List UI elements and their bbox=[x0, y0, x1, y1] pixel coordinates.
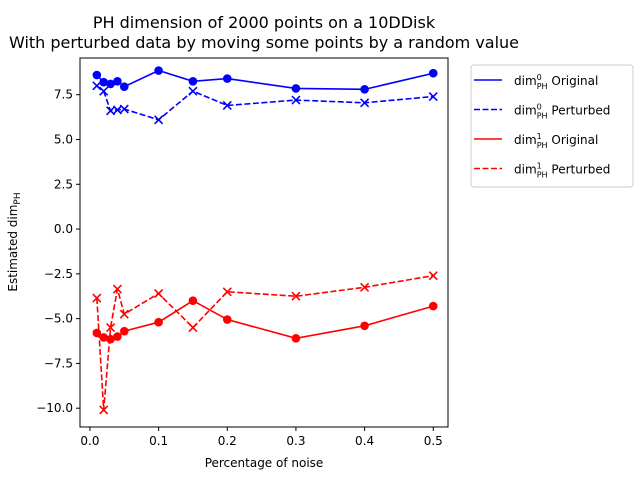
x-axis-ticks: 0.0 0.1 0.2 0.3 0.4 0.5 bbox=[80, 427, 443, 448]
x-axis-label: Percentage of noise bbox=[205, 456, 324, 470]
marker-stroke bbox=[222, 100, 232, 111]
x-tick-label: 0.5 bbox=[424, 434, 443, 448]
series-point-3 bbox=[428, 271, 438, 281]
legend-label-0: dim0 PH Original bbox=[514, 73, 598, 91]
series-point-2 bbox=[188, 296, 198, 306]
plot-frame bbox=[79, 57, 449, 428]
x-tick-label: 0.3 bbox=[286, 434, 305, 448]
legend-label-2: dim1 PH Original bbox=[514, 132, 598, 150]
series-point-2 bbox=[222, 315, 232, 324]
marker-stroke bbox=[360, 98, 370, 108]
series-point-1 bbox=[291, 95, 301, 105]
series-point-2 bbox=[291, 334, 301, 343]
y-axis-label-main: Estimated dim bbox=[6, 205, 20, 292]
marker-stroke bbox=[112, 105, 122, 115]
marker-stroke bbox=[291, 291, 301, 301]
marker-stroke bbox=[92, 81, 102, 91]
marker-stroke bbox=[99, 86, 109, 96]
marker-stroke bbox=[188, 323, 198, 333]
series-point-3 bbox=[291, 291, 301, 301]
y-tick-label: 5.0 bbox=[54, 133, 73, 147]
series-point-2 bbox=[99, 333, 108, 342]
series-point-2 bbox=[428, 301, 438, 311]
series-point-3 bbox=[222, 287, 232, 297]
series-point-2 bbox=[106, 334, 115, 344]
series-point-1 bbox=[188, 86, 198, 96]
y-tick-label: −10.0 bbox=[36, 401, 73, 415]
series-point-0 bbox=[428, 68, 438, 78]
series-point-0 bbox=[119, 82, 129, 91]
marker-stroke bbox=[99, 405, 109, 415]
y-tick-label: 7.5 bbox=[54, 88, 73, 102]
series-point-3 bbox=[154, 288, 164, 299]
marker-stroke bbox=[105, 106, 116, 116]
y-tick-label: −5.0 bbox=[44, 312, 73, 326]
y-axis-label-sub: PH bbox=[13, 192, 23, 204]
series-point-0 bbox=[360, 85, 369, 94]
series-point-1 bbox=[119, 104, 129, 114]
marker-stroke bbox=[428, 271, 438, 281]
chart-subtitle: With perturbed data by moving some point… bbox=[9, 33, 519, 52]
x-tick-label: 0.1 bbox=[149, 434, 168, 448]
series-point-3 bbox=[105, 323, 116, 333]
series-point-2 bbox=[113, 332, 122, 341]
series-point-2 bbox=[360, 321, 369, 331]
series-point-0 bbox=[92, 70, 102, 80]
series-point-1 bbox=[222, 100, 232, 111]
y-tick-label: −7.5 bbox=[44, 356, 73, 370]
series-point-3 bbox=[112, 284, 122, 294]
series-point-1 bbox=[99, 86, 109, 96]
x-tick-label: 0.4 bbox=[355, 434, 374, 448]
y-tick-label: −2.5 bbox=[44, 267, 73, 281]
marker-stroke bbox=[119, 104, 129, 114]
legend-box bbox=[470, 64, 634, 188]
marker-stroke bbox=[112, 284, 122, 294]
y-axis-ticks: −10.0 −7.5 −5.0 −2.5 0.0 2.5 5.0 7.5 bbox=[36, 88, 80, 415]
chart-title: PH dimension of 2000 points on a 10DDisk bbox=[93, 13, 436, 32]
marker-stroke bbox=[428, 91, 438, 102]
series-point-1 bbox=[428, 91, 438, 102]
legend-label-3: dim1 PH Perturbed bbox=[514, 162, 610, 180]
y-tick-label: 2.5 bbox=[54, 177, 73, 191]
series-point-0 bbox=[154, 66, 163, 75]
plot-area bbox=[80, 58, 448, 427]
marker-stroke bbox=[105, 323, 116, 333]
series-point-3 bbox=[92, 293, 102, 303]
series-point-3 bbox=[99, 405, 109, 415]
marker-stroke bbox=[119, 309, 129, 319]
legend-label-1: dim0 PH Perturbed bbox=[514, 103, 610, 121]
x-tick-label: 0.0 bbox=[80, 434, 99, 448]
series-point-0 bbox=[222, 74, 232, 83]
series-point-0 bbox=[99, 77, 108, 87]
marker-stroke bbox=[188, 86, 198, 96]
series-point-0 bbox=[291, 84, 301, 93]
series-point-3 bbox=[360, 282, 370, 292]
legend: dim0 PH Original dim0 PH Perturbed dim1 PH Or… bbox=[470, 64, 634, 188]
y-axis-label: Estimated dimPH bbox=[6, 192, 23, 291]
series-point-1 bbox=[92, 81, 102, 91]
x-tick-label: 0.2 bbox=[218, 434, 237, 448]
series-point-2 bbox=[154, 317, 163, 327]
marker-stroke bbox=[291, 95, 301, 105]
series-point-0 bbox=[188, 76, 198, 86]
series-point-3 bbox=[188, 323, 198, 333]
marker-stroke bbox=[154, 288, 164, 299]
marker-stroke bbox=[92, 293, 102, 303]
data-layer bbox=[92, 66, 438, 415]
series-point-2 bbox=[119, 326, 129, 336]
series-point-3 bbox=[119, 309, 129, 319]
series-point-0 bbox=[113, 76, 122, 86]
series-point-0 bbox=[106, 79, 115, 89]
marker-stroke bbox=[222, 287, 232, 297]
y-tick-label: 0.0 bbox=[54, 222, 73, 236]
marker-stroke bbox=[360, 282, 370, 292]
series-point-1 bbox=[154, 115, 164, 125]
marker-stroke bbox=[154, 115, 164, 125]
series-point-1 bbox=[360, 98, 370, 108]
